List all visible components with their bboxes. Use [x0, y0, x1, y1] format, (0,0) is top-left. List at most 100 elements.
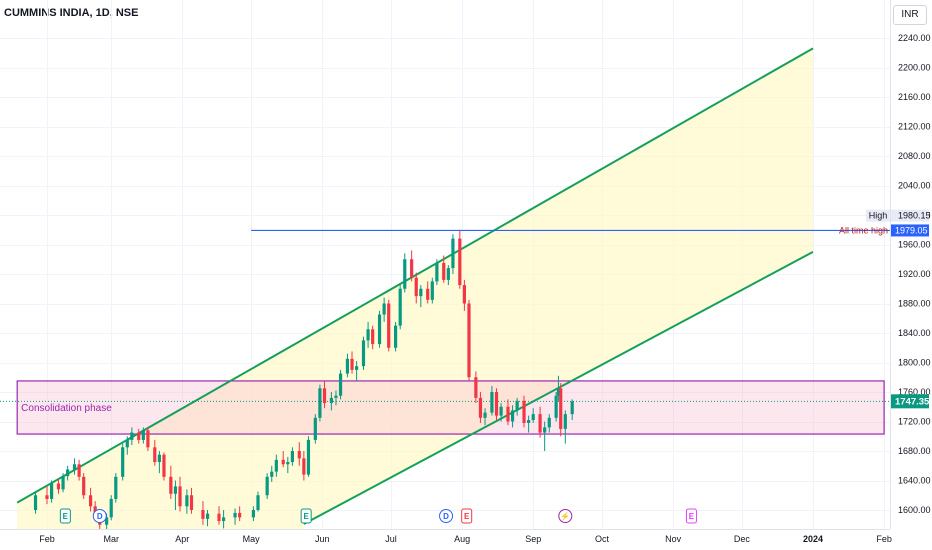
time-tick-label: Feb	[876, 534, 892, 544]
currency-button[interactable]: INR	[893, 5, 927, 25]
consolidation-zone	[16, 380, 885, 435]
time-tick-label: Oct	[595, 534, 610, 544]
candle-body	[306, 439, 311, 475]
candle-body	[153, 447, 157, 463]
candle-body	[442, 262, 446, 280]
candle-body	[265, 476, 269, 496]
event-marker-label: E	[689, 512, 695, 521]
channel-upper-line	[16, 47, 814, 504]
candle-body	[414, 277, 418, 297]
consolidation-label: Consolidation phase	[21, 403, 112, 414]
candle-body	[398, 288, 402, 326]
candle-body	[570, 401, 574, 415]
price-tick-label: 2200.00	[898, 63, 931, 73]
candle-body	[114, 476, 118, 499]
candle-body	[350, 358, 354, 370]
candle-body	[178, 486, 182, 507]
candle-body	[458, 238, 462, 286]
candle-body	[531, 414, 535, 421]
candle-body	[382, 303, 386, 315]
candle-body	[499, 406, 503, 416]
event-marker-label: E	[63, 512, 69, 521]
candle-body	[221, 517, 226, 522]
candle-body	[217, 513, 221, 522]
plot-area[interactable]: Consolidation phase All time high E D E D E ⚡ E	[0, 0, 890, 532]
candle-body	[462, 285, 467, 304]
candle-body	[137, 432, 141, 440]
price-axis[interactable]: 1600.00 1640.00 1680.00 1720.00 1760.00 1800.…	[866, 33, 931, 515]
candle-body	[451, 238, 455, 269]
dividend-event-marker	[92, 509, 107, 523]
time-tick-label: Jun	[315, 534, 330, 544]
dividend-event-marker	[439, 509, 454, 523]
candle-body	[377, 314, 382, 345]
price-tick-label: 1920.00	[898, 269, 931, 279]
time-axis[interactable]: Feb Mar Apr May Jun Jul Aug Sep Oct Nov Dec 2024 Feb	[39, 534, 892, 544]
candle-body	[515, 400, 519, 411]
candle-body	[467, 303, 471, 378]
candle-body	[189, 495, 194, 510]
candle-body	[185, 495, 189, 507]
candle-body	[88, 495, 93, 507]
candle-body	[478, 397, 483, 418]
candle-body	[256, 495, 260, 510]
candle-body	[329, 397, 333, 404]
candle-body	[286, 462, 290, 465]
candle-body	[281, 459, 285, 465]
candle-body	[527, 420, 531, 423]
last-price-label: 1747.35	[895, 396, 930, 407]
price-tick-label: 2240.00	[898, 33, 931, 43]
candle-body	[538, 414, 542, 433]
price-tick-label: 2120.00	[898, 122, 931, 132]
candle-body	[105, 517, 109, 525]
candle-body	[474, 377, 478, 398]
candle-body	[157, 454, 161, 463]
candle-body	[49, 483, 54, 499]
candle-body	[201, 510, 205, 519]
earnings-event-marker	[59, 508, 71, 524]
candle-body	[426, 288, 430, 300]
time-tick-label: Sep	[525, 534, 541, 544]
candle-body	[483, 412, 487, 418]
event-marker-label: E	[464, 512, 470, 521]
candle-body	[338, 373, 343, 396]
split-event-marker	[558, 509, 573, 523]
price-tick-label: 2080.00	[898, 151, 931, 161]
chart-title: CUMMINS INDIA, 1D, NSE	[4, 7, 139, 19]
high-value-label: 1980.15	[898, 211, 931, 221]
candle-body	[270, 471, 274, 477]
candle-body	[435, 262, 439, 282]
candle-body	[387, 303, 391, 348]
high-tag-box	[866, 209, 890, 222]
candle-body	[522, 400, 526, 423]
candle-body	[109, 498, 113, 518]
event-marker-label: D	[443, 512, 449, 521]
candle-body	[554, 395, 558, 418]
time-tick-label: Dec	[734, 534, 751, 544]
time-tick-label: Jul	[385, 534, 397, 544]
candle-body	[313, 417, 317, 440]
price-tick-label: 2040.00	[898, 181, 931, 191]
price-tick-label: 1960.00	[898, 240, 931, 250]
candle-body	[547, 417, 551, 428]
time-tick-label: Apr	[175, 534, 189, 544]
time-tick-label: Mar	[103, 534, 119, 544]
candle-body	[205, 513, 210, 519]
candle-body	[302, 458, 306, 475]
candle-body	[334, 395, 338, 398]
earnings-event-marker	[685, 508, 697, 524]
candle-body	[61, 476, 65, 490]
time-tick-label: Nov	[665, 534, 682, 544]
candle-body	[446, 268, 450, 280]
candle-body	[318, 388, 322, 418]
candle-body	[33, 495, 38, 510]
candle-body	[274, 459, 278, 472]
price-tick-label: 1760.00	[898, 387, 931, 397]
candle-body	[169, 476, 173, 494]
candle-body	[322, 388, 327, 404]
candle-body	[141, 430, 145, 440]
candle-body	[559, 388, 563, 429]
candle-body	[490, 392, 494, 413]
candle-body	[366, 329, 370, 341]
